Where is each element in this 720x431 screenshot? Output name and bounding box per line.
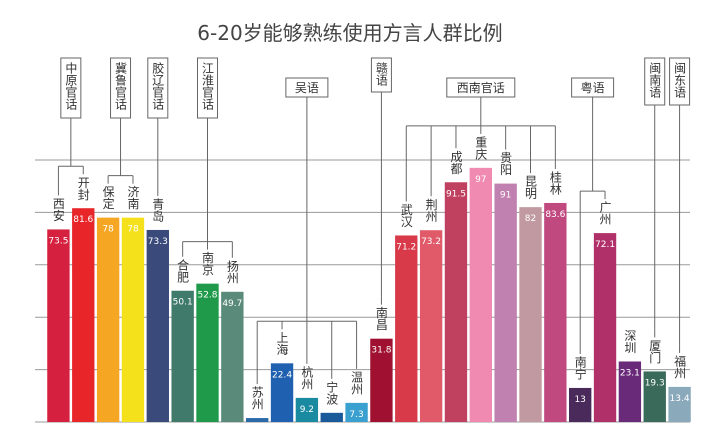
value-label: 91.5	[446, 189, 466, 199]
bar	[320, 412, 343, 422]
value-label: 19.3	[645, 378, 665, 388]
x-tick-label: 重庆	[474, 135, 488, 159]
bar	[494, 183, 517, 422]
x-tick-label: 宁波	[325, 379, 339, 405]
group-label: 中原官话	[64, 61, 78, 111]
bar	[544, 202, 567, 422]
x-tick-label: 荆州	[424, 198, 438, 222]
bar	[246, 418, 269, 422]
x-tick-label: 深圳	[623, 329, 637, 353]
bar	[96, 217, 120, 422]
bar	[295, 397, 319, 422]
group-label: 冀鲁官话	[114, 62, 128, 111]
bar	[519, 207, 542, 422]
value-label: 23.1	[620, 368, 640, 378]
value-label: 71.2	[396, 242, 416, 252]
group-label: 吴语	[295, 81, 319, 95]
value-label: 49.7	[222, 299, 242, 309]
x-tick-label: 厦门	[648, 339, 662, 363]
x-tick-label: 成都	[449, 150, 463, 174]
chart-title: 6-20岁能够熟练使用方言人群比例	[197, 21, 502, 45]
bar	[345, 402, 368, 422]
x-tick-label: 苏州	[250, 386, 264, 410]
value-label: 73.5	[48, 236, 68, 246]
value-label: 13.4	[670, 394, 690, 404]
value-label: 91	[500, 191, 511, 201]
x-tick-label: 武汉	[399, 203, 413, 227]
value-label: 78	[102, 225, 114, 235]
x-tick-label: 保定	[101, 185, 115, 210]
bar	[643, 371, 666, 422]
x-tick-label: 温州	[350, 370, 364, 394]
bar	[47, 229, 70, 422]
bar	[72, 208, 95, 422]
bar	[469, 167, 492, 422]
value-label: 13	[574, 395, 585, 405]
x-tick-label: 桂林	[548, 170, 562, 195]
x-tick-label: 青岛	[151, 198, 165, 223]
group-label: 西南官话	[457, 80, 505, 95]
value-label: 81.6	[73, 215, 93, 225]
value-label: 72.1	[595, 240, 615, 250]
bar	[419, 230, 443, 422]
x-tick-label: 昆明	[524, 175, 538, 200]
bar	[146, 229, 169, 422]
x-tick-label: 上海	[275, 331, 289, 355]
x-tick-label: 扬州	[225, 258, 239, 283]
value-label: 83.6	[545, 210, 565, 220]
x-tick-label: 合肥	[176, 257, 190, 282]
bar	[370, 338, 393, 422]
bar	[569, 387, 592, 422]
group-label: 赣语	[374, 62, 388, 87]
x-tick-label: 福州	[673, 353, 687, 378]
value-label: 78	[127, 225, 139, 235]
x-tick-label: 西安	[51, 197, 65, 221]
x-tick-label: 杭州	[300, 364, 314, 389]
x-tick-label: 广州	[598, 201, 612, 225]
value-label: 31.8	[371, 346, 391, 356]
value-label: 97	[475, 175, 486, 185]
value-label: 7.3	[349, 410, 363, 420]
value-label: 22.4	[272, 370, 292, 380]
x-tick-label: 南宁	[573, 355, 587, 380]
x-tick-label: 南昌	[374, 305, 388, 330]
bar	[444, 182, 468, 422]
group-label: 江淮官话	[201, 62, 215, 111]
group-label: 闽南语	[648, 62, 662, 99]
value-label: 52.8	[197, 291, 217, 301]
x-tick-label: 济南	[126, 184, 140, 209]
x-tick-label: 南京	[201, 250, 215, 276]
bar	[395, 235, 418, 422]
bar	[593, 233, 617, 422]
x-tick-label: 开封	[76, 176, 90, 200]
bar	[618, 361, 642, 422]
bar	[270, 363, 294, 422]
value-label: 73.2	[421, 237, 441, 247]
bar	[121, 217, 145, 422]
value-label: 9.2	[300, 405, 314, 415]
value-label: 82	[525, 214, 536, 224]
bar	[196, 283, 219, 422]
group-label: 胶辽官话	[151, 61, 165, 111]
value-label: 50.1	[173, 298, 193, 308]
value-label: 73.3	[148, 237, 168, 247]
x-tick-label: 贵阳	[499, 151, 513, 175]
group-label: 粤语	[581, 80, 605, 95]
bar	[171, 290, 194, 422]
bar	[668, 386, 691, 422]
group-label: 闽东语	[673, 62, 687, 99]
bar	[221, 291, 244, 422]
